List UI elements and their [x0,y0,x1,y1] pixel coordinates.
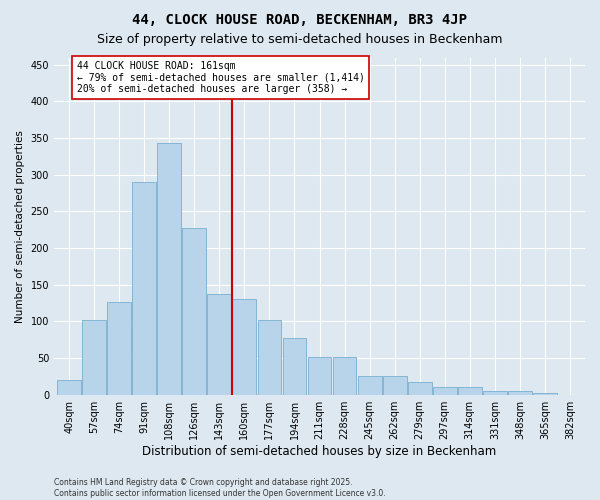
Y-axis label: Number of semi-detached properties: Number of semi-detached properties [15,130,25,322]
Bar [82,320,106,394]
Bar [107,302,131,394]
Bar [483,391,507,394]
Bar [257,320,281,394]
Bar [533,393,557,394]
Bar [332,356,356,395]
Bar [408,382,431,394]
Bar [358,376,382,394]
Text: Size of property relative to semi-detached houses in Beckenham: Size of property relative to semi-detach… [97,32,503,46]
Bar [182,228,206,394]
Bar [157,144,181,394]
Text: 44, CLOCK HOUSE ROAD, BECKENHAM, BR3 4JP: 44, CLOCK HOUSE ROAD, BECKENHAM, BR3 4JP [133,12,467,26]
Bar [232,300,256,394]
Text: 44 CLOCK HOUSE ROAD: 161sqm
← 79% of semi-detached houses are smaller (1,414)
20: 44 CLOCK HOUSE ROAD: 161sqm ← 79% of sem… [77,61,364,94]
Bar [383,376,407,394]
Bar [508,391,532,394]
X-axis label: Distribution of semi-detached houses by size in Beckenham: Distribution of semi-detached houses by … [142,444,497,458]
Bar [458,388,482,394]
Bar [57,380,81,394]
Bar [283,338,307,394]
Text: Contains HM Land Registry data © Crown copyright and database right 2025.
Contai: Contains HM Land Registry data © Crown c… [54,478,386,498]
Bar [133,182,156,394]
Bar [208,294,231,394]
Bar [308,356,331,395]
Bar [433,388,457,394]
